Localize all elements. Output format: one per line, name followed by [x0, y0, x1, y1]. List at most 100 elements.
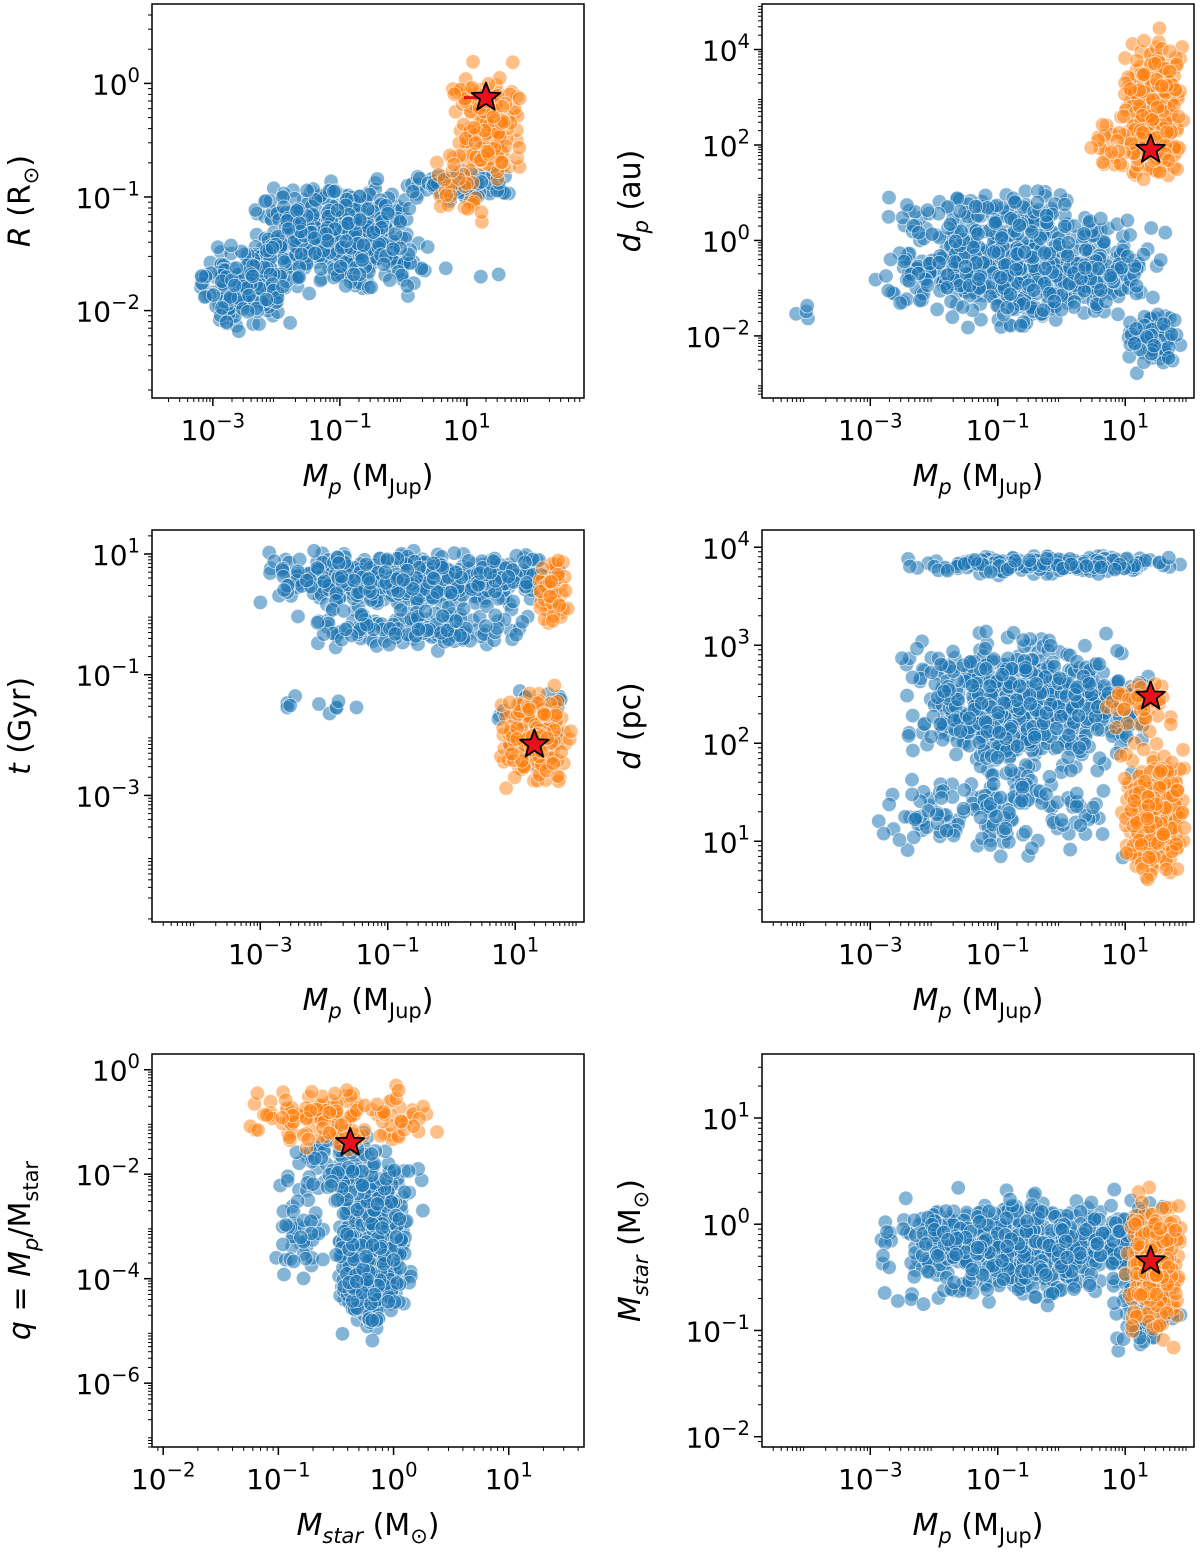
panel-2-blue-point [942, 216, 958, 232]
panel-3-orange-point [536, 706, 552, 723]
panel-4-blue-point [1093, 559, 1109, 575]
panel-2-blue-point [1037, 260, 1053, 277]
panel-4-blue-point [1053, 812, 1070, 828]
panel-4-blue-point [962, 654, 978, 670]
panel-2-orange-point [1144, 112, 1161, 128]
panel-1-blue-point [329, 202, 346, 218]
panel-3-blue-point [387, 626, 403, 642]
panel-1-blue-point [376, 256, 392, 272]
panel-3-y-axis-label: t (Gyr) [3, 677, 38, 775]
panel-1-blue-point [392, 214, 408, 230]
panel-4-orange-point [1153, 763, 1169, 779]
panel-4-blue-point [977, 641, 993, 657]
panel-4-blue-point [952, 723, 969, 739]
panel-1-y-tick-label: 10−2 [75, 291, 140, 329]
panel-3-blue-point [252, 594, 268, 611]
panel-4-blue-point [902, 558, 918, 575]
panel-2-blue-point [799, 298, 815, 314]
panel-2-blue-point [1046, 293, 1062, 309]
panel-2-points [788, 20, 1191, 381]
panel-2-blue-point [1077, 260, 1093, 276]
panel-2-orange-point [1083, 140, 1099, 156]
panel-1-blue-point [491, 266, 507, 282]
panel-4-blue-point [982, 678, 998, 694]
panel-4-blue-point [997, 820, 1014, 837]
panel-2-blue-point [1157, 225, 1173, 241]
panel-4-points [871, 548, 1193, 887]
panel-2-blue-point [1145, 289, 1161, 306]
panel-1-blue-point [319, 233, 335, 249]
panel-3-star-marker [519, 728, 550, 758]
panel-4-blue-point [1027, 729, 1043, 745]
panel-2-blue-point [986, 244, 1002, 260]
panel-2-orange-point [1171, 109, 1187, 125]
panel-1-blue-point [360, 201, 376, 217]
panel-1-orange-point [446, 86, 462, 102]
panel-3-x-tick-label: 101 [491, 933, 539, 971]
panel-4-blue-point [909, 640, 925, 657]
panel-3-blue-point [393, 602, 409, 618]
panel-2-y-tick-label: 104 [702, 30, 750, 68]
panel-3-orange-point [545, 613, 561, 629]
panel-3-orange-point [543, 574, 559, 590]
panel-4-blue-point [967, 552, 983, 568]
panel-2-blue-point [882, 251, 899, 268]
panel-2-blue-point [1093, 211, 1109, 227]
panel-1-blue-point [307, 192, 324, 208]
panel-3-blue-point [505, 593, 521, 610]
panel-3-blue-point [435, 608, 451, 624]
panel-3-blue-point [410, 621, 427, 637]
panel-4-blue-point [1092, 750, 1108, 766]
panel-4-blue-point [891, 832, 908, 848]
panel-1-blue-point [223, 237, 239, 254]
panel-1-blue-point [307, 245, 323, 261]
panel-1-blue-point [301, 285, 317, 302]
panel-4-orange-point [1142, 723, 1158, 740]
panel-3-orange-point [507, 769, 523, 786]
panel-2-blue-point [999, 300, 1015, 316]
panel-3-blue-point [360, 571, 377, 587]
panel-4-blue-point [971, 734, 987, 751]
panel-3-orange-point [521, 701, 537, 718]
panel-2-orange-point [1135, 125, 1151, 141]
panel-1-frame [151, 3, 585, 399]
panel-2-blue-point [1146, 338, 1162, 354]
panel-2-blue-point [1057, 218, 1073, 234]
panel-4-blue-point [1090, 721, 1106, 738]
panel-1-blue-point [352, 212, 368, 228]
panel-2-blue-point [944, 309, 961, 325]
panel-2-blue-point [929, 301, 945, 317]
panel-4-blue-point [982, 837, 999, 853]
panel-1-blue-point [214, 300, 230, 316]
panel-2-blue-point [1078, 242, 1094, 258]
panel-1-orange-point [446, 156, 462, 172]
panel-4-blue-point [978, 623, 994, 640]
panel-4-blue-point [964, 678, 981, 694]
panel-3-x-tick-label: 10−3 [228, 933, 293, 971]
panel-1-x-axis-label: Mp (MJup) [303, 459, 434, 499]
panel-1-blue-point [473, 269, 489, 285]
panel-2-blue-point [1057, 197, 1073, 213]
panel-2-blue-point [1164, 326, 1180, 342]
panel-4-blue-point [1038, 786, 1054, 802]
panel-2-orange-point [1129, 52, 1145, 69]
panel-4-orange-point [1118, 845, 1134, 861]
panel-4-orange-point [1140, 871, 1156, 887]
panel-2-blue-point [1024, 224, 1040, 240]
panel-1-orange-point [480, 144, 496, 160]
panel-4-orange-point [1108, 720, 1124, 736]
panel-1-blue-point [405, 184, 421, 200]
panel-4-blue-point [905, 742, 921, 759]
panel-4-blue-point [1063, 762, 1079, 779]
panel-3-orange-point [563, 723, 579, 739]
panel-3-blue-point [443, 584, 459, 601]
panel-3-blue-point [290, 608, 306, 625]
panel-3-orange-point [502, 694, 518, 711]
panel-4-blue-point [1081, 676, 1097, 692]
panel-4-blue-point [992, 789, 1009, 806]
panel-3-x-tick-label: 10−1 [355, 933, 420, 971]
panel-3-blue-point [486, 553, 502, 569]
